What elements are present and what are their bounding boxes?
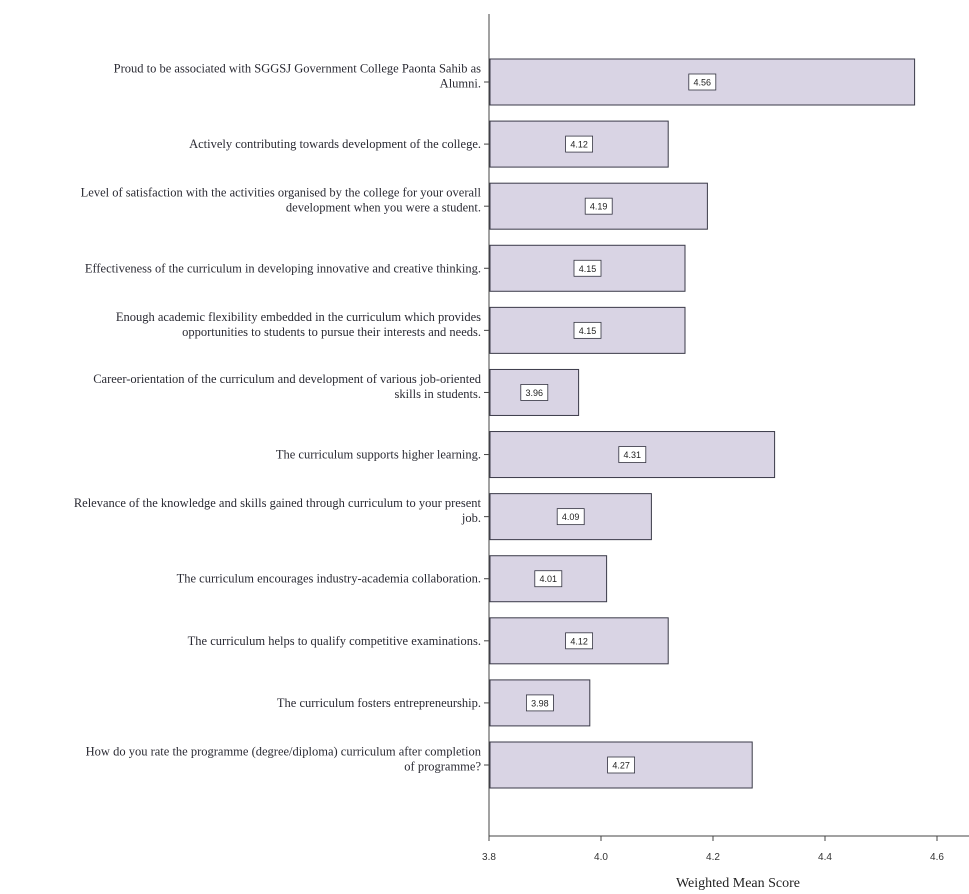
data-label-box-7 (618, 446, 647, 463)
category-label-6-line-2: skills in students. (395, 387, 481, 401)
category-label-7-line-1: The curriculum supports higher learning. (276, 448, 481, 462)
data-label-10: 4.12 (570, 636, 588, 646)
data-label-5: 4.15 (579, 326, 597, 336)
category-label-12-line-2: of programme? (404, 760, 481, 774)
data-label-box-3 (584, 197, 613, 215)
data-label-2: 4.12 (570, 140, 588, 150)
data-label-box-8 (556, 508, 585, 526)
data-label-box-11 (526, 694, 554, 712)
category-label-10-line-1: The curriculum helps to qualify competit… (188, 634, 481, 648)
data-label-11: 3.98 (531, 698, 549, 708)
axes (484, 14, 969, 837)
data-label-12: 4.27 (612, 761, 630, 771)
x-tick-label-5: 4.6 (930, 852, 944, 863)
data-label-box-12 (607, 756, 635, 774)
category-label-8-line-2: job. (461, 511, 481, 525)
category-label-5-line-2: opportunities to students to pursue thei… (182, 325, 481, 339)
category-label-1-line-1: Proud to be associated with SGGSJ Govern… (114, 62, 481, 76)
category-label-11-line-1: The curriculum fosters entrepreneurship. (277, 696, 481, 710)
data-label-box-5 (573, 321, 602, 339)
category-label-3-line-1: Level of satisfaction with the activitie… (81, 186, 482, 200)
category-label-9-line-1: The curriculum encourages industry-acade… (177, 572, 481, 586)
category-label-4-line-1: Effectiveness of the curriculum in devel… (85, 261, 481, 275)
data-label-9: 4.01 (540, 574, 558, 584)
x-tick-label-1: 3.8 (482, 852, 496, 863)
data-label-4: 4.15 (579, 264, 597, 274)
category-label-3-line-2: development when you were a student. (286, 201, 481, 215)
category-label-5-line-1: Enough academic flexibility embedded in … (116, 310, 481, 324)
bar-9 (489, 555, 608, 603)
category-label-8-line-1: Relevance of the knowledge and skills ga… (74, 496, 482, 510)
category-labels: Proud to be associated with SGGSJ Govern… (74, 62, 482, 774)
data-label-box-2 (565, 135, 593, 153)
x-axis-ticks: 3.8 4.0 4.2 4.4 4.6 (482, 836, 944, 863)
category-label-2-line-1: Actively contributing towards developmen… (189, 137, 481, 151)
category-label-6-line-1: Career-orientation of the curriculum and… (93, 372, 482, 386)
x-tick-label-4: 4.4 (818, 852, 832, 863)
x-tick-label-3: 4.2 (706, 852, 720, 863)
data-label-box-6 (520, 384, 549, 401)
data-label-1: 4.56 (694, 78, 712, 88)
category-label-12-line-1: How do you rate the programme (degree/di… (86, 745, 482, 759)
data-label-box-4 (573, 259, 602, 277)
data-label-6: 3.96 (526, 388, 544, 398)
data-label-8: 4.09 (562, 512, 580, 522)
x-tick-label-2: 4.0 (594, 852, 608, 863)
category-label-1-line-2: Alumni. (440, 77, 481, 91)
x-axis-label: Weighted Mean Score (676, 876, 800, 891)
data-label-box-10 (565, 632, 593, 650)
data-label-3: 4.19 (590, 202, 608, 212)
data-label-box-9 (534, 570, 563, 588)
data-label-box-1 (688, 73, 717, 91)
bars: 4.56 4.12 4.19 4.15 4.15 3.96 4.31 4.09 4.01 4.12… (489, 58, 916, 789)
data-label-7: 4.31 (624, 450, 642, 460)
